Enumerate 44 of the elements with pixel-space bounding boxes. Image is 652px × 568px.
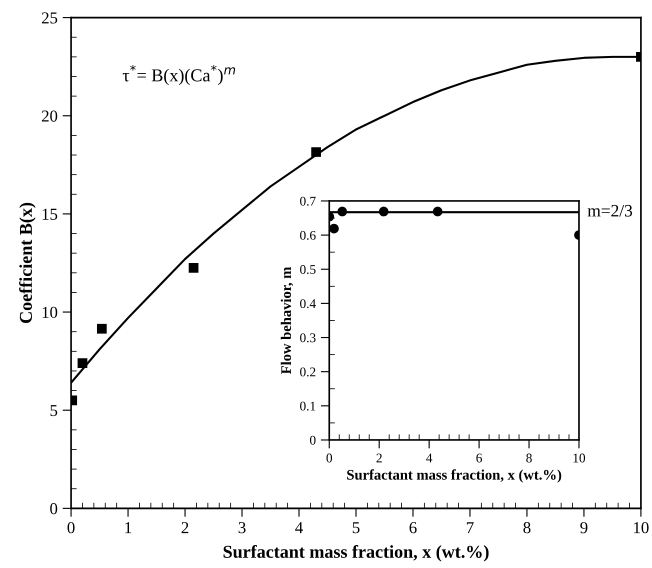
point [329,224,339,234]
annotation: τ$^{*}$= B(x)(Ca$^{*}$)$^{m}$ [122,64,236,86]
y-axis-title: Coefficient B(x) [19,202,36,324]
x-tick-label: 8 [526,454,532,462]
x-tick-label: 10 [574,454,586,462]
y-tick-label: 10 [42,306,58,318]
x-tick-label: 0 [326,454,332,462]
x-tick-label: 2 [376,454,382,462]
y-tick-label: 0.7 [300,196,316,206]
y-tick-label: 0 [310,436,316,445]
point [337,206,348,216]
x-tick-label: 6 [410,522,417,534]
point [78,358,88,368]
x-tick-label: 1 [125,522,132,534]
y-tick-label: 5 [50,405,58,416]
y-tick-label: 0.5 [300,265,316,274]
y-tick-label: 0.3 [300,333,316,342]
y-axis-title: Flow behavior, m [280,266,294,374]
x-tick-label: 6 [476,454,482,462]
x-tick-label: 2 [182,522,188,534]
x-tick-label: 9 [580,522,588,534]
x-tick-label: 8 [523,522,530,534]
x-tick-label: 5 [352,522,360,534]
y-tick-label: 0 [50,503,58,514]
y-tick-label: 25 [42,12,58,24]
x-tick-label: 3 [238,522,246,534]
point [432,206,442,216]
y-tick-label: 20 [42,110,58,122]
x-axis-title: Surfactant mass fraction, x (wt.%) [347,469,562,483]
x-tick-label: 0 [68,522,75,534]
y-tick-label: 15 [42,208,58,220]
y-tick-label: 0.1 [300,402,316,411]
series-label: m=2/3 [588,204,632,217]
point [378,206,389,216]
y-tick-label: 0.4 [300,299,316,308]
x-tick-label: 4 [295,522,303,534]
x-tick-label: 10 [634,522,649,534]
x-axis-title: Surfactant mass fraction, x (wt.%) [224,545,489,562]
x-tick-label: 7 [466,522,474,534]
x-tick-label: 4 [426,454,432,462]
point [188,263,198,273]
y-tick-label: 0.2 [300,367,316,376]
point [96,324,107,334]
y-tick-label: 0.6 [300,230,316,240]
